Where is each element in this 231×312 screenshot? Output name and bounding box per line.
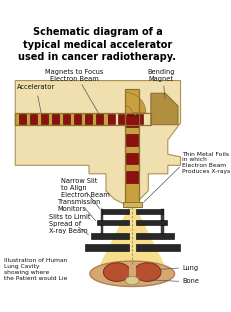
Ellipse shape: [134, 263, 161, 281]
Bar: [102, 208, 129, 214]
Bar: [126, 134, 138, 146]
Bar: [30, 114, 37, 124]
Bar: [52, 114, 59, 124]
Text: Transmission
Monitors: Transmission Monitors: [58, 199, 101, 212]
Bar: [136, 220, 167, 226]
Bar: [136, 244, 180, 251]
Bar: [126, 171, 138, 183]
Bar: [96, 114, 103, 124]
Text: Bending
Magnet: Bending Magnet: [147, 69, 175, 82]
Text: Illustration of Human
Lung Cavity
showing where
the Patient would Lie: Illustration of Human Lung Cavity showin…: [4, 258, 68, 281]
Bar: [129, 264, 136, 280]
Bar: [19, 114, 26, 124]
Polygon shape: [125, 92, 146, 113]
Polygon shape: [15, 80, 180, 203]
Text: Lung: Lung: [182, 265, 198, 271]
Bar: [101, 208, 103, 239]
Bar: [125, 89, 139, 203]
Polygon shape: [100, 207, 164, 265]
Bar: [136, 233, 174, 239]
Bar: [127, 114, 134, 124]
Text: Slits to Limit
Spread of
X-ray Beam: Slits to Limit Spread of X-ray Beam: [49, 214, 91, 234]
Polygon shape: [151, 93, 178, 124]
Ellipse shape: [90, 261, 175, 286]
Bar: [125, 89, 139, 203]
Bar: [85, 114, 92, 124]
Bar: [91, 233, 129, 239]
Bar: [74, 114, 81, 124]
Bar: [161, 208, 164, 239]
Bar: [136, 208, 163, 214]
Ellipse shape: [103, 263, 131, 281]
Bar: [126, 153, 138, 164]
Bar: [123, 202, 142, 207]
Text: Narrow Slit
to Align
Electron Beam: Narrow Slit to Align Electron Beam: [61, 178, 110, 198]
Bar: [97, 220, 129, 226]
Bar: [118, 114, 125, 124]
Text: Magnets to Focus
Electron Beam: Magnets to Focus Electron Beam: [46, 69, 104, 82]
Bar: [137, 114, 143, 124]
Bar: [63, 114, 70, 124]
Bar: [109, 114, 115, 124]
Text: Bone: Bone: [182, 278, 199, 285]
Text: Accelerator: Accelerator: [17, 84, 55, 116]
Bar: [15, 113, 151, 124]
Text: Schematic diagram of a
typical medical accelerator
used in cancer radiotherapy.: Schematic diagram of a typical medical a…: [18, 27, 176, 62]
Text: Thin Metal Foils
in which
Electron Beam
Produces X-rays: Thin Metal Foils in which Electron Beam …: [182, 152, 230, 174]
Ellipse shape: [125, 276, 139, 285]
Bar: [15, 113, 109, 124]
Bar: [85, 244, 129, 251]
Bar: [126, 115, 138, 127]
Bar: [41, 114, 48, 124]
